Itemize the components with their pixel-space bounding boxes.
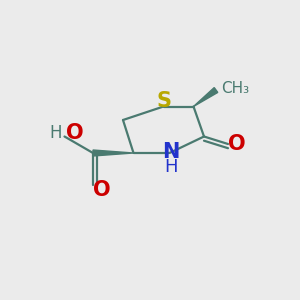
Text: H: H (49, 124, 61, 142)
Text: O: O (93, 181, 111, 200)
Text: CH₃: CH₃ (221, 81, 250, 96)
Text: O: O (66, 124, 84, 143)
Polygon shape (194, 88, 218, 106)
Polygon shape (93, 150, 134, 156)
Text: H: H (164, 158, 178, 175)
Text: O: O (228, 134, 245, 154)
Text: N: N (162, 142, 180, 161)
Text: S: S (156, 91, 171, 111)
